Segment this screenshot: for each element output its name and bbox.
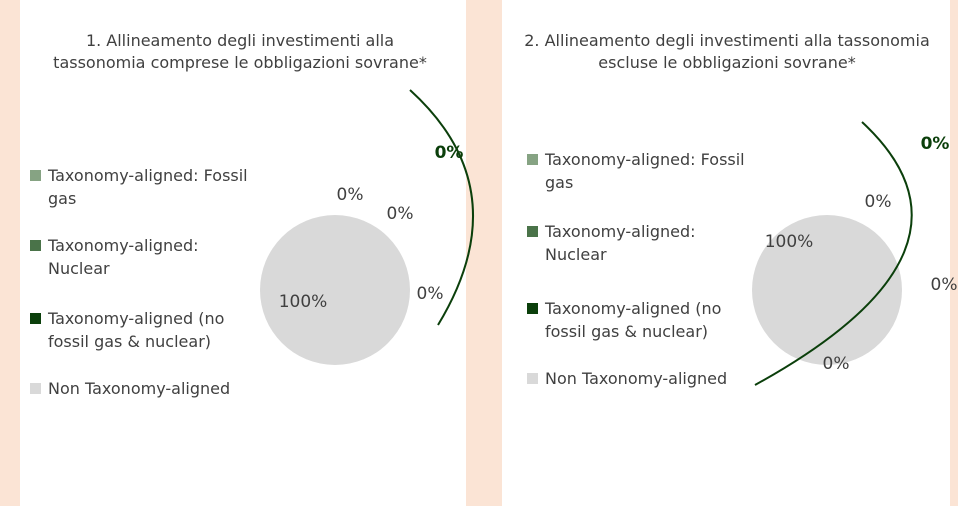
data-label: 0% xyxy=(823,354,850,374)
legend-label: Taxonomy-aligned: Nuclear xyxy=(545,222,696,264)
pie-slice xyxy=(752,215,902,365)
legend-swatch xyxy=(30,170,41,181)
legend-swatch xyxy=(30,240,41,251)
data-label: 0% xyxy=(337,185,364,205)
legend-label: Taxonomy-aligned (no fossil gas & nuclea… xyxy=(545,299,722,341)
data-label: 100% xyxy=(279,292,328,312)
data-label: 100% xyxy=(765,232,814,252)
legend-item: Taxonomy-aligned (no fossil gas & nuclea… xyxy=(30,307,263,353)
legend-label: Taxonomy-aligned: Fossil gas xyxy=(48,166,248,208)
legend-item: Non Taxonomy-aligned xyxy=(30,377,263,400)
data-label: 0% xyxy=(931,275,958,295)
data-label: 0% xyxy=(387,204,414,224)
legend-item: Non Taxonomy-aligned xyxy=(527,367,760,390)
bracket-arc xyxy=(754,121,913,386)
legend-label: Taxonomy-aligned: Nuclear xyxy=(48,236,199,278)
legend-item: Taxonomy-aligned: Nuclear xyxy=(527,220,760,266)
legend-label: Non Taxonomy-aligned xyxy=(48,379,231,398)
legend-item: Taxonomy-aligned (no fossil gas & nuclea… xyxy=(527,297,760,343)
legend-item: Taxonomy-aligned: Fossil gas xyxy=(30,164,263,210)
legend-swatch xyxy=(527,303,538,314)
legend-swatch xyxy=(527,226,538,237)
legend-swatch xyxy=(527,373,538,384)
legend-swatch xyxy=(30,383,41,394)
annotation: 0% xyxy=(435,143,464,163)
pie-slice xyxy=(260,215,410,365)
chart-title: 1. Allineamento degli investimenti alla … xyxy=(53,31,427,72)
legend-label: Taxonomy-aligned (no fossil gas & nuclea… xyxy=(48,309,225,351)
chart-title: 2. Allineamento degli investimenti alla … xyxy=(524,31,930,72)
annotation: 0% xyxy=(921,134,950,154)
data-label: 0% xyxy=(865,192,892,212)
legend-swatch xyxy=(30,313,41,324)
legend-item: Taxonomy-aligned: Nuclear xyxy=(30,234,263,280)
bracket-arc xyxy=(409,89,474,326)
legend-label: Taxonomy-aligned: Fossil gas xyxy=(545,150,745,192)
legend-label: Non Taxonomy-aligned xyxy=(545,369,728,388)
legend-swatch xyxy=(527,154,538,165)
data-label: 0% xyxy=(417,284,444,304)
legend-item: Taxonomy-aligned: Fossil gas xyxy=(527,148,760,194)
